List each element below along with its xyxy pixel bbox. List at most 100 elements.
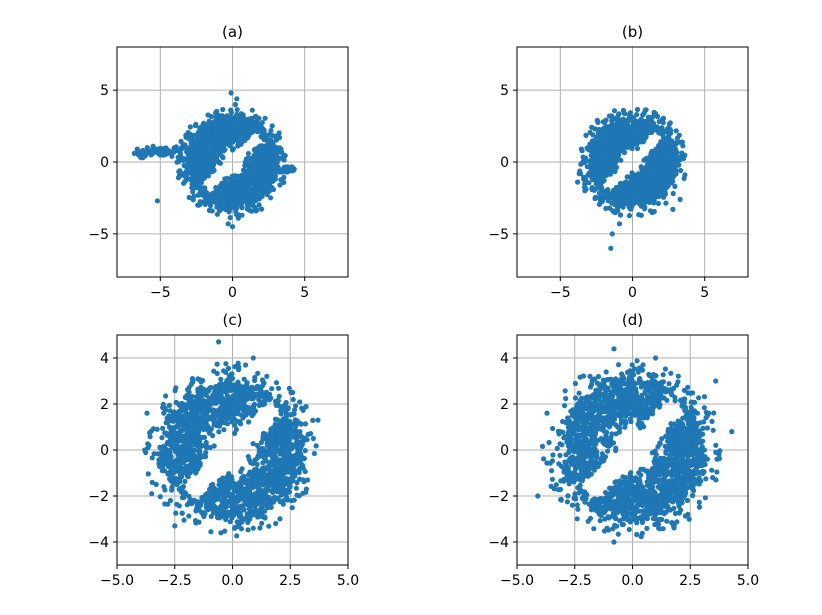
point [265,186,272,193]
point [207,203,214,209]
point [204,160,210,166]
point [189,152,195,158]
point [215,419,221,425]
point [268,128,274,134]
point [617,201,623,207]
point [270,186,277,193]
point [590,132,596,138]
point [259,184,265,190]
point [679,150,685,156]
point [630,129,636,135]
panel-title: (b) [622,23,643,41]
point [589,148,595,154]
point [609,200,615,206]
point [667,120,673,126]
point [186,136,192,142]
point [154,198,160,204]
point [641,168,648,174]
point [626,116,632,122]
point [610,150,616,156]
point [614,164,620,170]
x-tick-label: 5 [300,285,309,301]
point [651,200,657,206]
point [176,173,183,179]
point [254,461,260,467]
point [682,172,688,178]
point [600,141,606,147]
point [197,180,203,186]
point [605,187,611,193]
point [611,108,618,114]
point [264,191,270,198]
point [216,185,222,191]
point [620,197,626,203]
point [626,213,633,219]
point [181,144,188,150]
point [268,504,274,510]
point [216,423,223,429]
point [624,121,630,127]
point [279,169,286,175]
point [604,165,611,171]
point [208,513,214,520]
point [603,205,609,211]
point [603,135,610,141]
point [660,165,667,171]
point [254,187,260,194]
point [235,119,241,125]
point [664,174,670,180]
point [167,408,173,414]
point [269,123,275,129]
scatter-points [131,90,297,230]
point [276,130,282,136]
point [231,135,237,141]
point [204,138,210,144]
point [181,172,187,179]
point [662,138,668,144]
point [673,141,679,147]
scatter-points [575,106,688,251]
point [653,192,659,198]
point [206,132,213,138]
point [642,107,648,113]
point [177,150,183,156]
point [226,208,232,214]
point [676,162,682,168]
point [596,126,602,132]
point [610,132,616,138]
point [223,114,229,120]
point [608,245,614,251]
point [253,162,259,168]
point [577,170,584,177]
x-tick-label: −5 [150,285,171,301]
point [209,163,215,169]
point [630,185,636,191]
point [251,166,258,172]
scatter-points [142,339,321,539]
point [590,139,596,145]
point [616,111,622,117]
point [602,191,608,197]
point [618,157,624,163]
point [241,127,247,133]
point [589,158,596,164]
point [611,191,617,198]
point [174,159,180,165]
point [264,155,270,161]
point [251,119,257,125]
point [258,174,264,180]
point [270,167,276,173]
point [193,132,199,138]
point [210,137,216,143]
point [641,157,647,163]
point [227,215,233,221]
point [194,156,200,162]
point [591,187,597,193]
point [182,478,188,484]
point [665,162,671,168]
point [207,169,213,175]
point [250,441,256,447]
point [240,137,246,143]
point [260,129,266,135]
